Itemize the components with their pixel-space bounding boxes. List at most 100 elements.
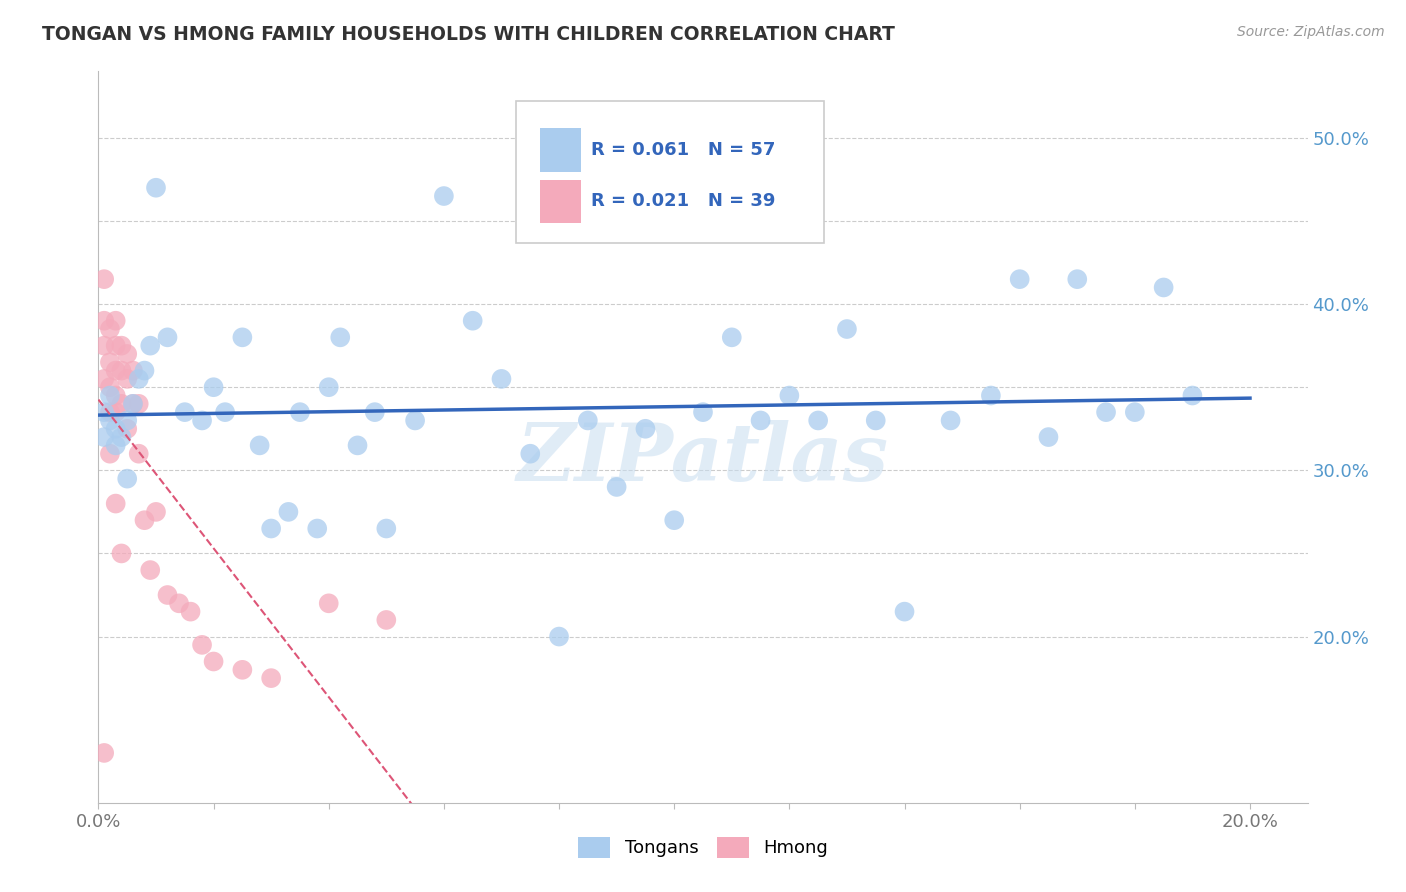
- FancyBboxPatch shape: [540, 179, 581, 223]
- Point: [128, 372, 150, 386]
- Point: [277, 505, 299, 519]
- Text: R = 0.021   N = 39: R = 0.021 N = 39: [591, 192, 775, 210]
- Point: [134, 513, 156, 527]
- Text: Source: ZipAtlas.com: Source: ZipAtlas.com: [1237, 25, 1385, 39]
- Point: [260, 671, 283, 685]
- Point: [191, 413, 214, 427]
- Point: [202, 380, 225, 394]
- Point: [1181, 388, 1204, 402]
- Point: [835, 322, 858, 336]
- Point: [156, 588, 179, 602]
- Point: [606, 480, 628, 494]
- Point: [122, 397, 145, 411]
- Point: [364, 405, 387, 419]
- Point: [231, 663, 253, 677]
- Text: ZIPatlas: ZIPatlas: [517, 420, 889, 498]
- Point: [110, 430, 132, 444]
- Point: [104, 438, 127, 452]
- Point: [231, 330, 253, 344]
- Point: [104, 422, 127, 436]
- Point: [98, 380, 121, 394]
- Point: [202, 655, 225, 669]
- Point: [139, 563, 162, 577]
- Point: [1095, 405, 1118, 419]
- Point: [807, 413, 830, 427]
- Point: [93, 405, 115, 419]
- Point: [110, 397, 132, 411]
- Point: [433, 189, 456, 203]
- Point: [98, 447, 121, 461]
- Point: [115, 347, 138, 361]
- Point: [104, 363, 127, 377]
- Point: [749, 413, 772, 427]
- Point: [104, 497, 127, 511]
- Point: [104, 339, 127, 353]
- Point: [104, 314, 127, 328]
- Point: [156, 330, 179, 344]
- Point: [110, 363, 132, 377]
- Point: [288, 405, 311, 419]
- FancyBboxPatch shape: [516, 101, 824, 244]
- Point: [93, 372, 115, 386]
- Point: [461, 314, 484, 328]
- Point: [307, 521, 329, 535]
- Point: [139, 339, 162, 353]
- Point: [865, 413, 887, 427]
- Point: [249, 438, 271, 452]
- Point: [1123, 405, 1146, 419]
- Legend: Tongans, Hmong: Tongans, Hmong: [569, 828, 837, 867]
- Point: [318, 380, 340, 394]
- Point: [115, 413, 138, 427]
- Text: R = 0.061   N = 57: R = 0.061 N = 57: [591, 141, 775, 159]
- Point: [404, 413, 426, 427]
- Point: [214, 405, 236, 419]
- Point: [634, 422, 657, 436]
- Point: [115, 472, 138, 486]
- Point: [180, 605, 202, 619]
- Point: [145, 180, 167, 194]
- Point: [98, 413, 121, 427]
- Point: [318, 596, 340, 610]
- Text: TONGAN VS HMONG FAMILY HOUSEHOLDS WITH CHILDREN CORRELATION CHART: TONGAN VS HMONG FAMILY HOUSEHOLDS WITH C…: [42, 25, 896, 44]
- Point: [98, 388, 121, 402]
- Point: [576, 413, 599, 427]
- Point: [491, 372, 513, 386]
- Point: [122, 363, 145, 377]
- Point: [104, 405, 127, 419]
- Point: [692, 405, 714, 419]
- Point: [122, 397, 145, 411]
- Point: [1038, 430, 1060, 444]
- Point: [104, 388, 127, 402]
- Point: [167, 596, 190, 610]
- Point: [1153, 280, 1175, 294]
- Point: [115, 372, 138, 386]
- Point: [346, 438, 368, 452]
- Point: [93, 314, 115, 328]
- Point: [939, 413, 962, 427]
- Point: [93, 272, 115, 286]
- Point: [778, 388, 800, 402]
- Point: [145, 505, 167, 519]
- Point: [115, 422, 138, 436]
- Point: [98, 355, 121, 369]
- FancyBboxPatch shape: [540, 128, 581, 171]
- Point: [375, 521, 398, 535]
- Point: [720, 330, 742, 344]
- Point: [260, 521, 283, 535]
- Point: [93, 339, 115, 353]
- Point: [1066, 272, 1088, 286]
- Point: [134, 363, 156, 377]
- Point: [548, 630, 571, 644]
- Point: [893, 605, 915, 619]
- Point: [110, 339, 132, 353]
- Point: [173, 405, 195, 419]
- Point: [98, 322, 121, 336]
- Point: [110, 546, 132, 560]
- Point: [1008, 272, 1031, 286]
- Point: [191, 638, 214, 652]
- Point: [664, 513, 686, 527]
- Point: [519, 447, 541, 461]
- Point: [329, 330, 352, 344]
- Point: [98, 405, 121, 419]
- Point: [93, 430, 115, 444]
